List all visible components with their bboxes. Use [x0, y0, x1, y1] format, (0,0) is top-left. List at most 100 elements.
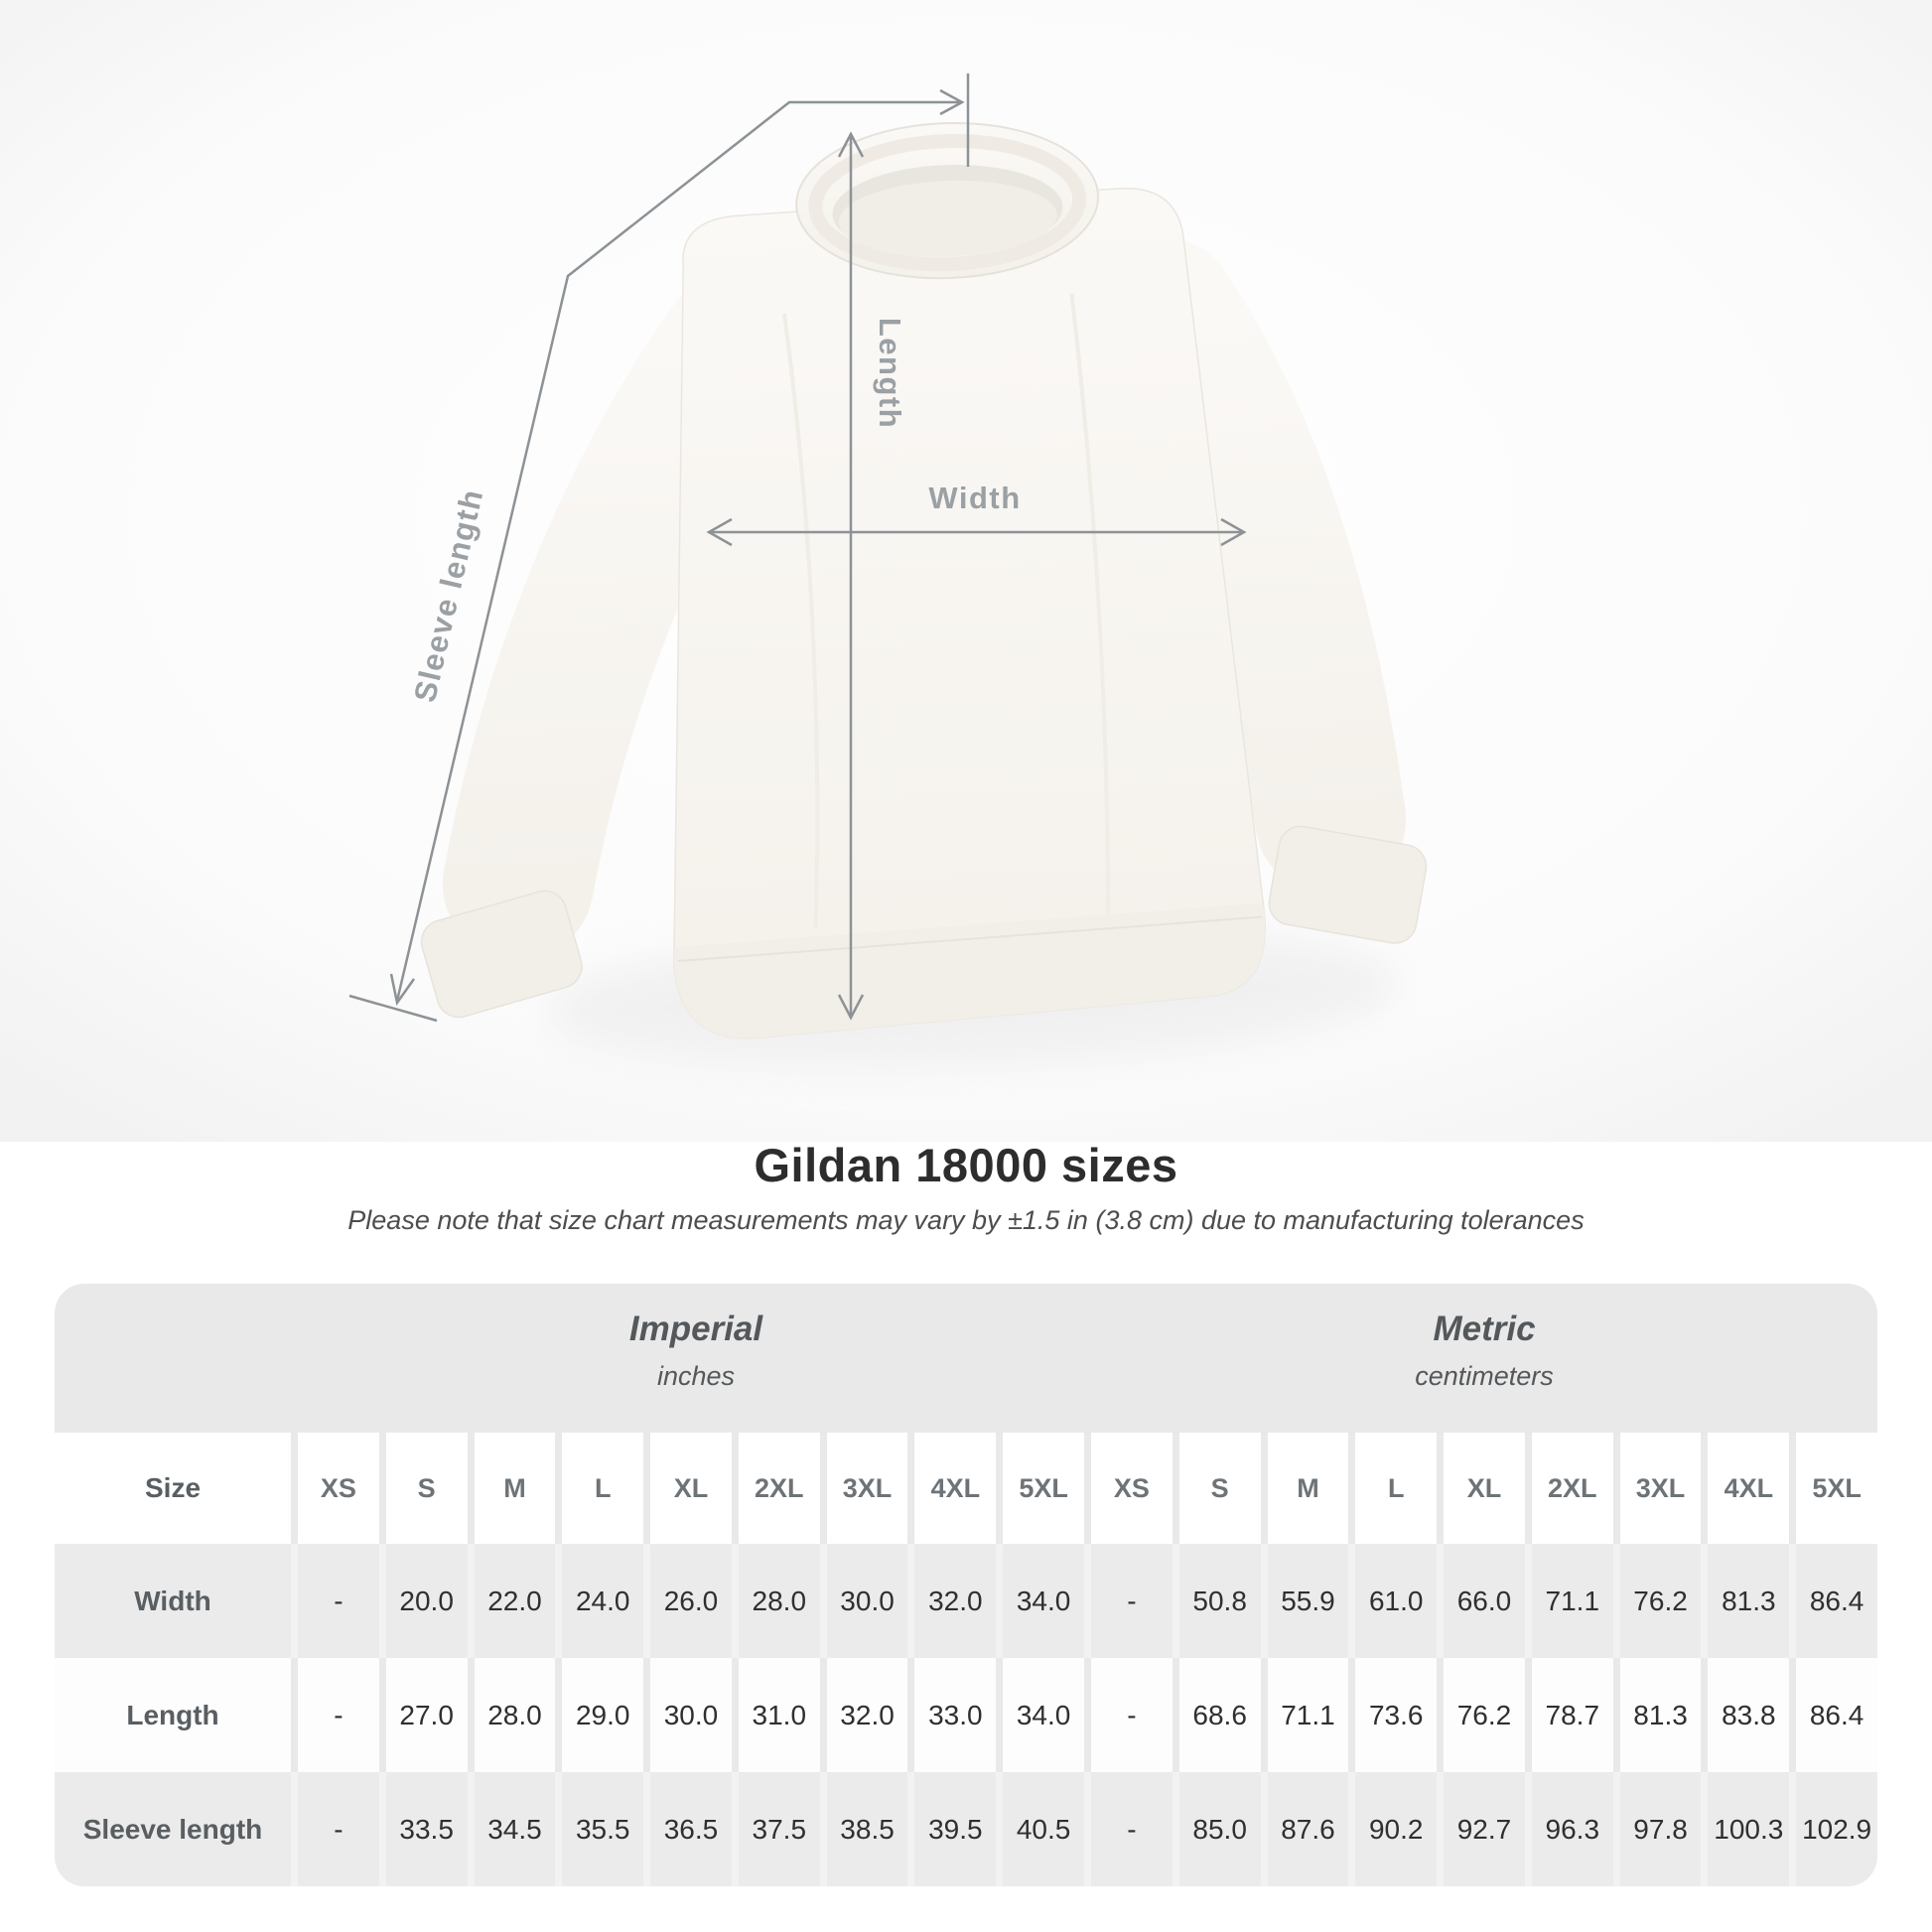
- size-header-metric-5xl: 5XL: [1789, 1433, 1877, 1544]
- measurement-cell-imperial: 24.0: [555, 1544, 644, 1658]
- measurement-cell-imperial: 40.5: [996, 1772, 1084, 1886]
- size-header-metric-xs: XS: [1084, 1433, 1173, 1544]
- measurement-cell-metric: 71.1: [1260, 1658, 1349, 1772]
- size-header-metric-2xl: 2XL: [1524, 1433, 1613, 1544]
- hem-stitch: [677, 915, 1263, 963]
- measurement-cell-imperial: 32.0: [819, 1658, 908, 1772]
- measurement-cell-metric: 66.0: [1437, 1544, 1525, 1658]
- size-header-imperial-xs: XS: [291, 1433, 379, 1544]
- measurement-cell-metric: 102.9: [1789, 1772, 1877, 1886]
- group-header-imperial: Imperial inches: [629, 1310, 762, 1392]
- fold-line: [781, 313, 820, 929]
- table-group-header: Imperial inches Metric centimeters: [55, 1284, 1877, 1433]
- measurement-cell-imperial: 33.0: [907, 1658, 997, 1772]
- measurement-cell-metric: 61.0: [1348, 1544, 1438, 1658]
- group-header-metric: Metric centimeters: [1415, 1310, 1554, 1392]
- measurement-cell-imperial: 34.0: [996, 1658, 1084, 1772]
- measurement-cell-metric: 76.2: [1437, 1658, 1525, 1772]
- measurement-cell-metric: 78.7: [1524, 1658, 1613, 1772]
- size-header-metric-4xl: 4XL: [1701, 1433, 1790, 1544]
- measurement-cell-imperial: 27.0: [378, 1658, 468, 1772]
- measurement-cell-metric: 81.3: [1701, 1544, 1790, 1658]
- measurement-cell-imperial: 20.0: [378, 1544, 468, 1658]
- size-header-imperial-5xl: 5XL: [996, 1433, 1084, 1544]
- size-header-imperial-xl: XL: [643, 1433, 732, 1544]
- measurement-cell-metric: 100.3: [1701, 1772, 1790, 1886]
- measurement-cell-metric: 90.2: [1348, 1772, 1438, 1886]
- size-table: Imperial inches Metric centimeters Size X…: [55, 1284, 1877, 1886]
- measurement-cell-metric: -: [1084, 1658, 1173, 1772]
- measurement-cell-metric: 97.8: [1612, 1772, 1702, 1886]
- measurement-cell-metric: 50.8: [1172, 1544, 1261, 1658]
- sweatshirt-hem: [673, 902, 1266, 1038]
- measurement-cell-imperial: 28.0: [467, 1658, 556, 1772]
- measurement-cell-imperial: -: [291, 1544, 379, 1658]
- size-header-imperial-4xl: 4XL: [907, 1433, 997, 1544]
- measurement-cell-metric: 86.4: [1789, 1544, 1877, 1658]
- page-title: Gildan 18000 sizes: [754, 1139, 1178, 1191]
- size-header-imperial-2xl: 2XL: [731, 1433, 820, 1544]
- sweatshirt: [420, 121, 1428, 1069]
- sweatshirt-cuff-right: [1268, 825, 1428, 944]
- measurement-cell-metric: 68.6: [1172, 1658, 1261, 1772]
- size-header-imperial-3xl: 3XL: [819, 1433, 908, 1544]
- row-label: Sleeve length: [55, 1772, 291, 1886]
- measurement-cell-imperial: 30.0: [819, 1544, 908, 1658]
- length-arrow-up: [837, 131, 865, 158]
- size-header-metric-l: L: [1348, 1433, 1438, 1544]
- measurement-cell-imperial: -: [291, 1772, 379, 1886]
- imperial-title: Imperial: [628, 1310, 763, 1348]
- width-label: Width: [928, 481, 1021, 515]
- measurement-cell-metric: 81.3: [1612, 1658, 1702, 1772]
- measurement-cell-imperial: 39.5: [907, 1772, 997, 1886]
- size-header-metric-s: S: [1172, 1433, 1261, 1544]
- measurement-cell-imperial: 35.5: [555, 1772, 644, 1886]
- measurement-cell-metric: 71.1: [1524, 1544, 1613, 1658]
- measurement-cell-metric: -: [1084, 1544, 1173, 1658]
- sleeve-arrow-down: [389, 973, 416, 1007]
- measurement-cell-metric: 83.8: [1701, 1658, 1790, 1772]
- size-header-imperial-m: M: [467, 1433, 556, 1544]
- measurement-cell-imperial: -: [291, 1658, 379, 1772]
- measurement-cell-metric: 87.6: [1260, 1772, 1349, 1886]
- width-arrow-left: [706, 517, 733, 547]
- metric-title: Metric: [1433, 1310, 1536, 1348]
- size-header-metric-3xl: 3XL: [1612, 1433, 1702, 1544]
- length-arrow-down: [837, 994, 865, 1021]
- measurement-lines: [348, 73, 1247, 1023]
- row-label: Length: [55, 1658, 291, 1772]
- measurement-cell-metric: 55.9: [1260, 1544, 1349, 1658]
- size-header-imperial-s: S: [378, 1433, 468, 1544]
- fold-line: [1069, 293, 1111, 913]
- size-column-header: Size: [55, 1433, 291, 1544]
- measurement-cell-metric: 96.3: [1524, 1772, 1613, 1886]
- size-table-grid: Size XS S M L XL 2XL 3XL 4XL 5XL XS S M L XL 2XL 3XL 4XL 5…: [55, 1433, 1877, 1886]
- imperial-subtitle: inches: [656, 1361, 736, 1391]
- measurement-cell-imperial: 28.0: [731, 1544, 820, 1658]
- measurement-cell-metric: 92.7: [1437, 1772, 1525, 1886]
- length-label: Length: [873, 318, 907, 429]
- measurement-cell-imperial: 36.5: [643, 1772, 732, 1886]
- measurement-cell-imperial: 34.0: [996, 1544, 1084, 1658]
- sleeve-end-tick-bottom: [348, 994, 438, 1023]
- measurement-cell-imperial: 34.5: [467, 1772, 556, 1886]
- measurement-cell-imperial: 37.5: [731, 1772, 820, 1886]
- tolerance-note: Please note that size chart measurements…: [347, 1205, 1585, 1235]
- row-label: Width: [55, 1544, 291, 1658]
- sweatshirt-cuff-left: [420, 890, 583, 1019]
- size-header-imperial-l: L: [555, 1433, 644, 1544]
- measurement-cell-metric: 86.4: [1789, 1658, 1877, 1772]
- metric-subtitle: centimeters: [1415, 1361, 1554, 1391]
- measurement-cell-metric: 76.2: [1612, 1544, 1702, 1658]
- size-header-metric-xl: XL: [1437, 1433, 1525, 1544]
- width-arrow-right: [1220, 517, 1247, 547]
- measurement-cell-imperial: 33.5: [378, 1772, 468, 1886]
- size-header-metric-m: M: [1260, 1433, 1349, 1544]
- measurement-cell-imperial: 31.0: [731, 1658, 820, 1772]
- measurement-cell-metric: 85.0: [1172, 1772, 1261, 1886]
- sleeve-arrow-right: [939, 88, 965, 116]
- product-photo: Length Width Sleeve length: [0, 0, 1932, 1142]
- measurement-cell-imperial: 32.0: [907, 1544, 997, 1658]
- sweatshirt-collar-rib: [808, 133, 1087, 272]
